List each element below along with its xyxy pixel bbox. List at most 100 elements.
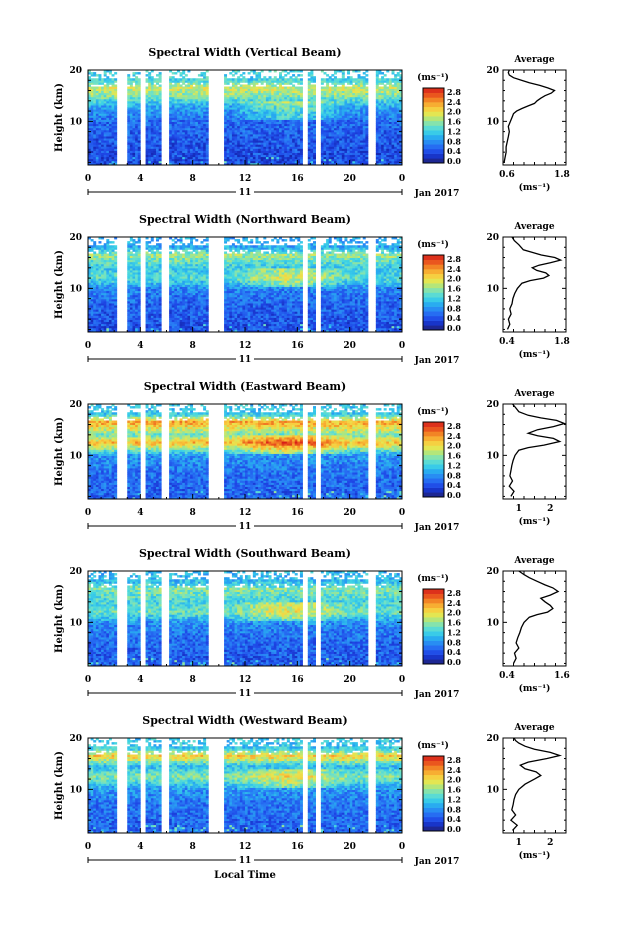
y-tick-label: 10 (69, 618, 82, 628)
colorbar-tick-label: 0.4 (447, 146, 461, 156)
heatmap-cells (88, 738, 403, 834)
y-tick-label: 20 (69, 233, 82, 243)
panel-2: Spectral Width (Northward Beam) 10 20 Heigh… (54, 213, 570, 366)
colorbar-tick-label: 2.8 (447, 421, 461, 431)
avg-y-tick-label: 20 (486, 400, 499, 410)
x-tick-label: 0 (399, 174, 405, 184)
x-tick-label: 0 (399, 675, 405, 685)
average-unit: (ms⁻¹) (519, 850, 551, 861)
panel-title: Spectral Width (Eastward Beam) (144, 380, 346, 393)
average-unit: (ms⁻¹) (519, 516, 551, 527)
x-tick-label: 8 (190, 675, 196, 685)
avg-y-tick-label: 10 (486, 117, 499, 127)
colorbar-tick-label: 1.2 (447, 293, 461, 303)
average-frame (502, 236, 567, 333)
panel-title: Spectral Width (Northward Beam) (139, 213, 351, 226)
average-title: Average (513, 222, 554, 232)
colorbar (422, 87, 445, 164)
colorbar-tick-label: 0.8 (447, 303, 461, 313)
average-unit: (ms⁻¹) (519, 349, 551, 360)
average-title: Average (513, 723, 554, 733)
date-label: Jan 2017 (414, 523, 460, 533)
colorbar-tick-label: 0.0 (447, 323, 461, 333)
avg-x-tick-label: 0.4 (499, 671, 515, 681)
x-tick-label: 12 (239, 508, 252, 518)
x-tick-label: 20 (343, 174, 356, 184)
x-tick-label: 0 (85, 842, 91, 852)
panel-title: Spectral Width (Vertical Beam) (148, 46, 341, 59)
average-unit: (ms⁻¹) (519, 683, 551, 694)
colorbar-unit: (ms⁻¹) (417, 72, 449, 83)
colorbar-unit: (ms⁻¹) (417, 406, 449, 417)
average-profile: Average 10 20 1 2 (ms⁻¹) (486, 723, 567, 861)
day-label: 11 (239, 188, 252, 198)
colorbar-tick-label: 0.4 (447, 313, 461, 323)
x-tick-label: 12 (239, 341, 252, 351)
colorbar-tick-label: 0.0 (447, 156, 461, 166)
panel-title: Spectral Width (Southward Beam) (139, 547, 351, 560)
average-title: Average (513, 55, 554, 65)
x-tick-label: 20 (343, 508, 356, 518)
heatmap-cells (88, 404, 403, 500)
colorbar-tick-label: 2.0 (447, 107, 461, 117)
x-tick-label: 20 (343, 675, 356, 685)
panel-1: Spectral Width (Vertical Beam) 10 20 Height… (54, 46, 570, 199)
colorbar-unit: (ms⁻¹) (417, 740, 449, 751)
avg-x-tick-label: 0.6 (499, 170, 515, 180)
colorbar-tick-label: 2.4 (447, 264, 461, 274)
colorbar-tick-label: 1.6 (447, 618, 461, 628)
y-tick-label: 20 (69, 400, 82, 410)
average-profile-line (503, 69, 556, 163)
colorbar (422, 421, 445, 498)
x-tick-label: 8 (190, 174, 196, 184)
colorbar-tick-label: 1.2 (447, 460, 461, 470)
colorbar-tick-label: 2.0 (447, 608, 461, 618)
x-tick-label: 8 (190, 842, 196, 852)
avg-x-tick-label: 1 (516, 504, 522, 514)
colorbar-tick-label: 0.8 (447, 470, 461, 480)
colorbar-tick-label: 1.2 (447, 126, 461, 136)
x-axis-label: Local Time (214, 870, 276, 881)
colorbar-tick-label: 0.4 (447, 480, 461, 490)
avg-y-tick-label: 20 (486, 66, 499, 76)
colorbar-tick-label: 0.0 (447, 490, 461, 500)
y-axis-label: Height (km) (54, 584, 65, 653)
avg-y-tick-label: 10 (486, 785, 499, 795)
x-tick-label: 4 (137, 508, 143, 518)
day-label: 11 (239, 355, 252, 365)
x-tick-label: 4 (137, 341, 143, 351)
x-tick-label: 12 (239, 842, 252, 852)
x-tick-label: 0 (85, 174, 91, 184)
colorbar-tick-label: 1.2 (447, 627, 461, 637)
y-axis-label: Height (km) (54, 751, 65, 820)
avg-y-tick-label: 20 (486, 567, 499, 577)
avg-x-tick-label: 1.8 (554, 337, 570, 347)
colorbar-frame (422, 254, 445, 331)
average-frame (502, 403, 567, 500)
avg-x-tick-label: 0.4 (499, 337, 515, 347)
colorbar-frame (422, 421, 445, 498)
colorbar-tick-label: 1.6 (447, 284, 461, 294)
avg-x-tick-label: 1 (516, 838, 522, 848)
colorbar-tick-label: 0.8 (447, 637, 461, 647)
colorbar (422, 254, 445, 331)
colorbar-tick-label: 2.4 (447, 765, 461, 775)
x-tick-label: 0 (85, 675, 91, 685)
date-label: Jan 2017 (414, 690, 460, 700)
y-tick-label: 10 (69, 451, 82, 461)
panel-title: Spectral Width (Westward Beam) (142, 714, 347, 727)
avg-x-tick-label: 1.6 (554, 671, 570, 681)
colorbar (422, 755, 445, 832)
x-tick-label: 0 (85, 508, 91, 518)
x-tick-label: 0 (399, 508, 405, 518)
colorbar-tick-label: 2.4 (447, 598, 461, 608)
colorbar-tick-label: 0.8 (447, 804, 461, 814)
day-label: 11 (239, 689, 252, 699)
panel-3: Spectral Width (Eastward Beam)1020Height… (54, 380, 567, 533)
colorbar-tick-label: 1.6 (447, 451, 461, 461)
y-tick-label: 20 (69, 567, 82, 577)
colorbar-tick-label: 0.8 (447, 136, 461, 146)
colorbar-tick-label: 2.8 (447, 755, 461, 765)
colorbar-tick-label: 1.6 (447, 117, 461, 127)
